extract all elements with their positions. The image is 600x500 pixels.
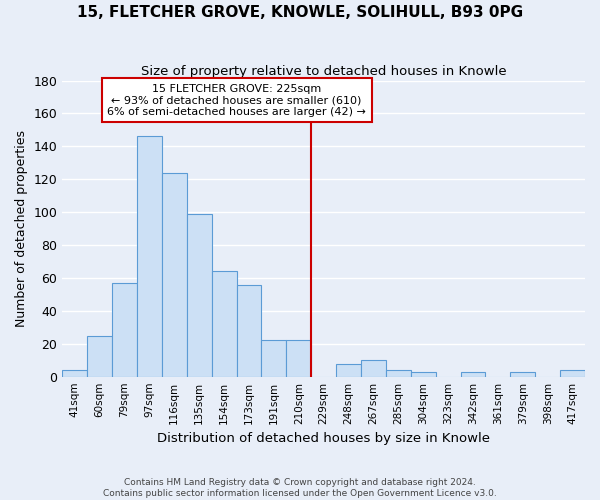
Bar (386, 370, 411, 376)
Bar (560, 370, 585, 376)
Bar (361, 360, 386, 376)
Title: Size of property relative to detached houses in Knowle: Size of property relative to detached ho… (141, 65, 506, 78)
Bar (411, 372, 436, 376)
X-axis label: Distribution of detached houses by size in Knowle: Distribution of detached houses by size … (157, 432, 490, 445)
Text: 15, FLETCHER GROVE, KNOWLE, SOLIHULL, B93 0PG: 15, FLETCHER GROVE, KNOWLE, SOLIHULL, B9… (77, 5, 523, 20)
Bar (137, 136, 162, 376)
Bar (336, 364, 361, 376)
Bar (62, 370, 87, 376)
Bar (262, 340, 286, 376)
Bar (112, 283, 137, 376)
Text: 15 FLETCHER GROVE: 225sqm
← 93% of detached houses are smaller (610)
6% of semi-: 15 FLETCHER GROVE: 225sqm ← 93% of detac… (107, 84, 366, 117)
Bar (461, 372, 485, 376)
Bar (236, 284, 262, 376)
Bar (286, 340, 311, 376)
Bar (187, 214, 212, 376)
Text: Contains HM Land Registry data © Crown copyright and database right 2024.
Contai: Contains HM Land Registry data © Crown c… (103, 478, 497, 498)
Y-axis label: Number of detached properties: Number of detached properties (15, 130, 28, 327)
Bar (511, 372, 535, 376)
Bar (162, 172, 187, 376)
Bar (87, 336, 112, 376)
Bar (212, 272, 236, 376)
